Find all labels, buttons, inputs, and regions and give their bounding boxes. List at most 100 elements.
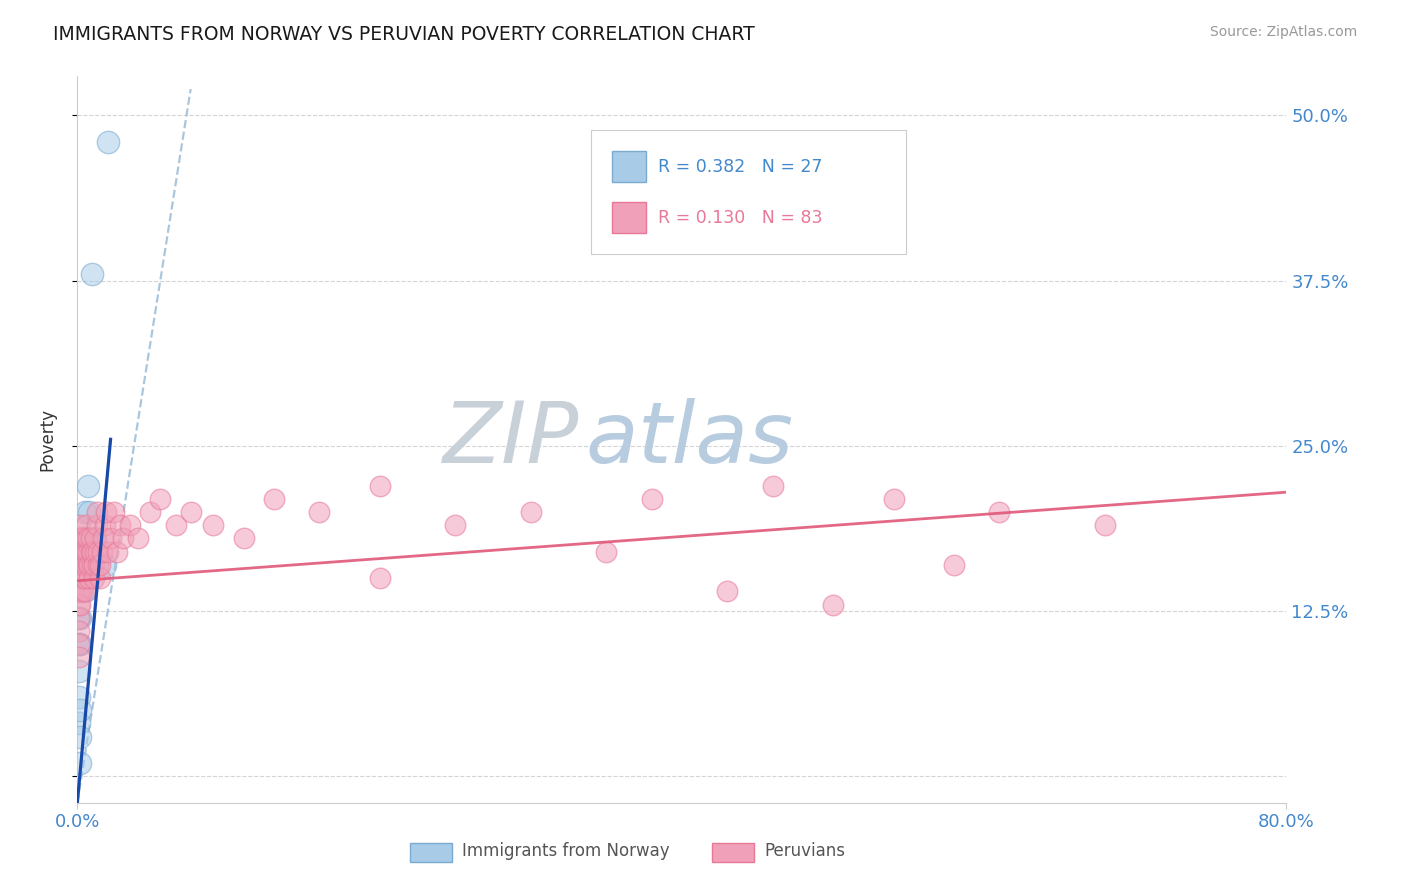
Point (69, 571, 91, 585)
Point (69, 756, 91, 771)
Point (108, 518, 131, 533)
Point (111, 532, 134, 546)
Point (165, 518, 187, 533)
Point (96, 544, 118, 558)
Point (83, 571, 105, 585)
Point (89, 558, 111, 572)
Bar (411, 843, 453, 862)
Point (70, 558, 93, 572)
Text: R = 0.130   N = 83: R = 0.130 N = 83 (658, 209, 823, 227)
Point (83, 558, 105, 572)
Point (69, 611, 91, 625)
Point (762, 478, 785, 492)
Point (72, 544, 94, 558)
Point (67, 650, 90, 665)
Point (93, 518, 115, 533)
Point (75, 532, 97, 546)
Point (69, 584, 91, 599)
Point (82, 267, 104, 281)
Text: Peruvians: Peruvians (763, 842, 845, 860)
Point (67, 611, 90, 625)
Point (69, 637, 91, 651)
Point (595, 544, 617, 558)
Point (80, 544, 103, 558)
Point (67, 598, 90, 612)
Point (73, 505, 96, 519)
Point (103, 505, 125, 519)
Point (202, 518, 225, 533)
Point (821, 598, 844, 612)
Point (84, 532, 107, 546)
Point (77, 558, 100, 572)
Point (79, 571, 101, 585)
Point (716, 584, 738, 599)
Point (263, 491, 285, 506)
Point (86, 518, 108, 533)
Point (67, 690, 90, 704)
Point (1094, 518, 1116, 533)
Point (86, 505, 108, 519)
Point (69, 703, 91, 717)
Point (69, 532, 91, 546)
Point (70, 571, 93, 585)
Point (70, 584, 93, 599)
Point (988, 505, 1011, 519)
Point (73, 571, 96, 585)
Point (883, 491, 905, 506)
Point (79, 558, 101, 572)
Point (67, 611, 90, 625)
Text: atlas: atlas (585, 398, 793, 481)
Point (67, 584, 90, 599)
Point (82, 544, 104, 558)
Point (139, 505, 162, 519)
Point (72, 571, 94, 585)
Point (67, 584, 90, 599)
Point (120, 518, 142, 533)
Point (180, 505, 202, 519)
Y-axis label: Poverty: Poverty (38, 408, 56, 471)
Point (444, 518, 467, 533)
Point (127, 532, 149, 546)
Text: IMMIGRANTS FROM NORWAY VS PERUVIAN POVERTY CORRELATION CHART: IMMIGRANTS FROM NORWAY VS PERUVIAN POVER… (53, 25, 755, 44)
Point (96, 135, 118, 149)
Point (90, 544, 112, 558)
Point (69, 558, 91, 572)
Point (69, 598, 91, 612)
Point (87, 558, 110, 572)
Point (72, 571, 94, 585)
Point (87, 544, 110, 558)
Point (149, 491, 172, 506)
Point (67, 624, 90, 638)
Point (67, 532, 90, 546)
Point (84, 544, 107, 558)
Point (89, 571, 111, 585)
Point (75, 532, 97, 546)
Point (73, 584, 96, 599)
Point (72, 558, 94, 572)
Point (75, 544, 97, 558)
Point (77, 478, 100, 492)
Point (641, 491, 664, 506)
Point (93, 558, 115, 572)
Point (70, 584, 93, 599)
Bar (713, 843, 755, 862)
Point (70, 558, 93, 572)
Point (72, 544, 94, 558)
FancyBboxPatch shape (592, 130, 905, 254)
Point (69, 584, 91, 599)
Point (67, 637, 90, 651)
Point (69, 544, 91, 558)
Point (942, 558, 965, 572)
Point (82, 558, 104, 572)
Point (73, 558, 96, 572)
Point (91, 532, 114, 546)
Point (80, 532, 103, 546)
Point (77, 532, 100, 546)
Point (73, 584, 96, 599)
Point (67, 637, 90, 651)
Point (232, 532, 254, 546)
Point (94, 505, 117, 519)
Point (70, 544, 93, 558)
Point (368, 478, 391, 492)
Point (67, 518, 90, 533)
